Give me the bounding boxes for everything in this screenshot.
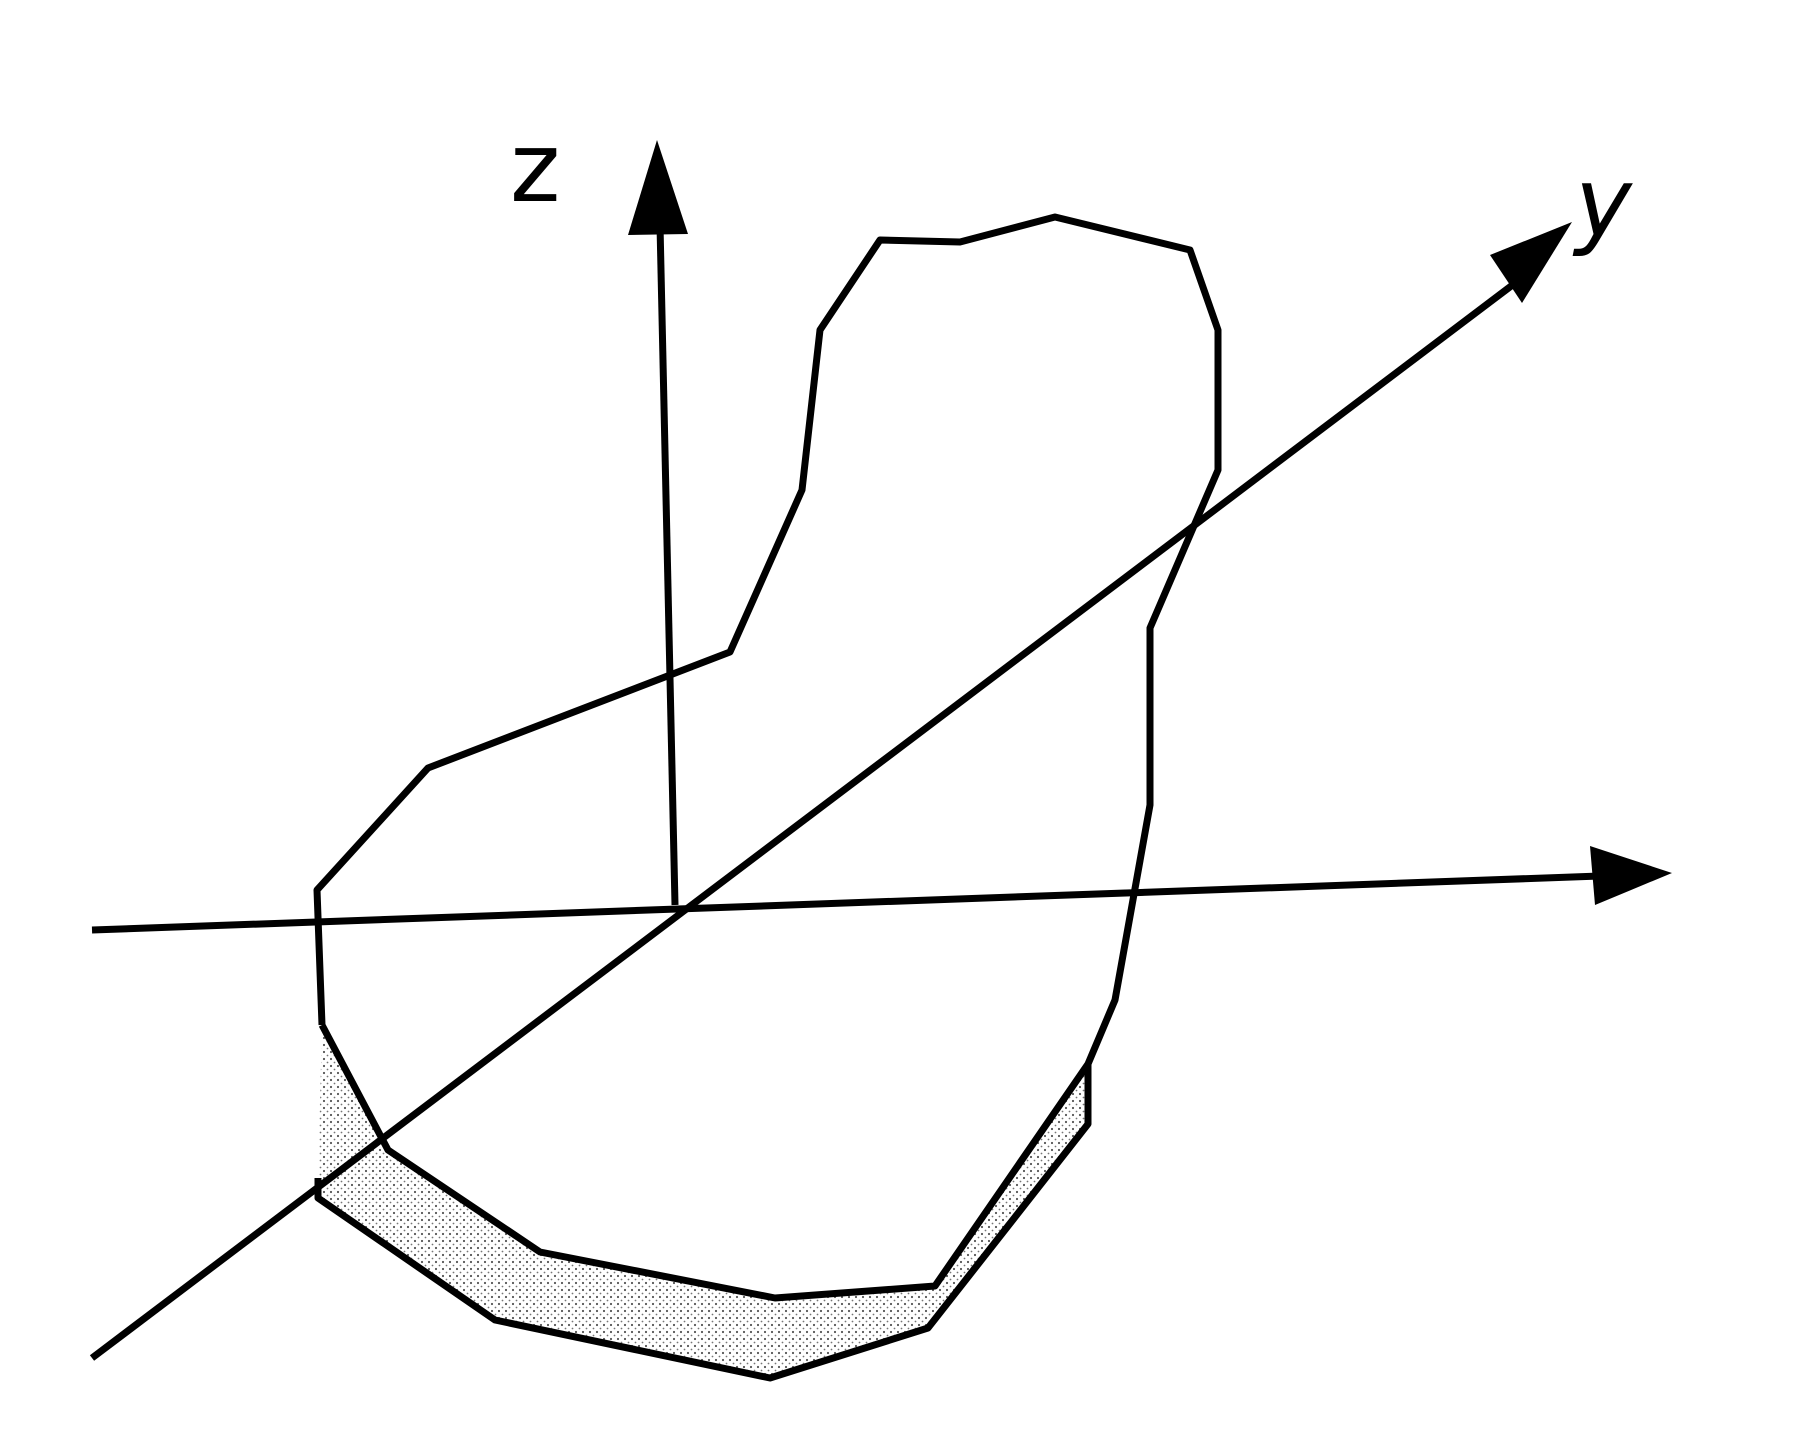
y-axis-label: y: [1575, 147, 1632, 259]
z-axis-label: z: [510, 112, 561, 224]
x-axis-line: [91, 872, 1601, 934]
y-axis-line: [89, 265, 1538, 1361]
slab-bottom-edge: [314, 1064, 1092, 1382]
z-axis-arrowhead: [628, 140, 688, 235]
z-axis-line: [656, 224, 679, 906]
y-axis-arrowhead: [1490, 222, 1572, 303]
body-outline: [313, 213, 1222, 1302]
shaded-slab: [318, 1025, 1088, 1378]
x-axis-arrowhead: [1590, 846, 1672, 905]
